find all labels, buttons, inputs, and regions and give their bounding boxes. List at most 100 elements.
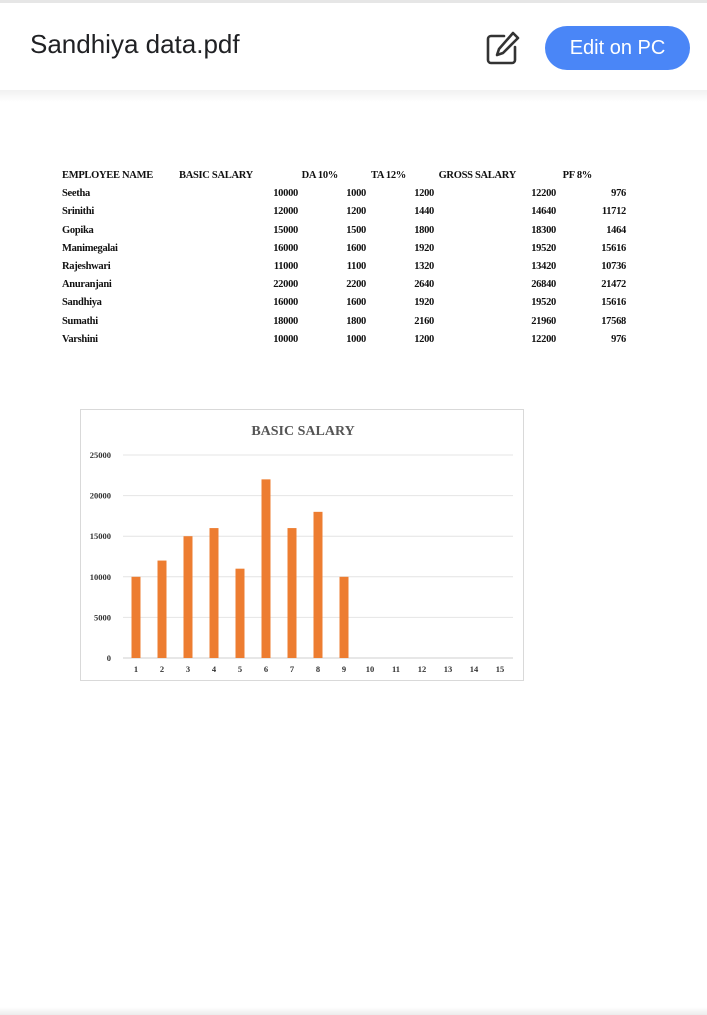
cell-da: 1500 — [346, 224, 366, 236]
x-tick-label: 11 — [392, 664, 400, 674]
cell-basic-salary: 16000 — [273, 242, 298, 254]
bar-6 — [261, 479, 271, 658]
x-tick-label: 13 — [444, 664, 453, 674]
cell-pf: 976 — [611, 333, 626, 345]
cell-name: Sumathi — [62, 315, 98, 327]
cell-da: 1600 — [346, 297, 366, 309]
cell-pf: 976 — [611, 188, 626, 200]
bar-9 — [339, 576, 349, 658]
cell-gross-salary: 26840 — [531, 279, 556, 291]
x-tick-label: 12 — [418, 664, 427, 674]
cell-ta: 1800 — [414, 224, 434, 236]
cell-pf: 1464 — [606, 224, 626, 236]
top-bar: Sandhiya data.pdf Edit on PC — [0, 0, 707, 90]
header-ta: TA 12% — [370, 170, 406, 181]
cell-pf: 10736 — [601, 260, 626, 272]
y-tick-label: 5000 — [94, 612, 111, 622]
table-row: Srinithi 12000 1200 1440 14640 11712 — [62, 206, 632, 224]
table-row: Rajeshwari 11000 1100 1320 13420 10736 — [62, 261, 632, 279]
chart-title: BASIC SALARY — [251, 424, 354, 439]
bar-2 — [157, 560, 167, 658]
x-tick-label: 4 — [212, 664, 217, 674]
x-tick-label: 3 — [186, 664, 190, 674]
table-body: Seetha 10000 1000 1200 12200 976 Srinithi 12000… — [62, 188, 632, 352]
cell-pf: 17568 — [601, 315, 626, 327]
cell-gross-salary: 12200 — [531, 333, 556, 345]
cell-pf: 11712 — [601, 206, 626, 218]
y-tick-label: 20000 — [90, 491, 111, 501]
cell-name: Anuranjani — [62, 279, 112, 291]
cell-gross-salary: 19520 — [531, 297, 556, 309]
cell-basic-salary: 10000 — [273, 333, 298, 345]
cell-da: 1200 — [346, 206, 366, 218]
cell-ta: 1320 — [414, 260, 434, 272]
cell-ta: 1200 — [414, 188, 434, 200]
cell-gross-salary: 19520 — [531, 242, 556, 254]
cell-ta: 1920 — [414, 297, 434, 309]
x-tick-label: 7 — [290, 664, 295, 674]
cell-basic-salary: 11000 — [273, 260, 298, 272]
cell-basic-salary: 16000 — [273, 297, 298, 309]
cell-basic-salary: 12000 — [273, 206, 298, 218]
bar-4 — [209, 528, 219, 658]
x-tick-label: 5 — [238, 664, 242, 674]
cell-basic-salary: 22000 — [273, 279, 298, 291]
edit-pencil-icon[interactable] — [482, 28, 522, 68]
cell-basic-salary: 15000 — [273, 224, 298, 236]
bottom-edge — [0, 1007, 707, 1015]
header-gross-salary: GROSS SALARY — [438, 170, 517, 181]
basic-salary-chart: BASIC SALARY 0 5000 10000 15000 20000 25000 1 2 3… — [80, 409, 524, 681]
x-tick-label: 2 — [160, 664, 164, 674]
cell-gross-salary: 12200 — [531, 188, 556, 200]
cell-ta: 1440 — [414, 206, 434, 218]
cell-da: 1100 — [346, 260, 367, 272]
cell-gross-salary: 13420 — [531, 260, 556, 272]
cell-ta: 1920 — [414, 242, 434, 254]
header-divider — [0, 90, 707, 102]
x-tick-label: 1 — [134, 664, 138, 674]
table-row: Sumathi 18000 1800 2160 21960 17568 — [62, 316, 632, 334]
bar-8 — [313, 511, 323, 658]
cell-gross-salary: 21960 — [531, 315, 556, 327]
cell-da: 2200 — [346, 279, 366, 291]
header-employee-name: EMPLOYEE NAME — [62, 170, 153, 181]
table-row: Varshini 10000 1000 1200 12200 976 — [62, 334, 632, 352]
y-tick-label: 10000 — [90, 572, 111, 582]
salary-table: EMPLOYEE NAME BASIC SALARY DA 10% TA 12%… — [62, 170, 632, 352]
x-tick-label: 15 — [496, 664, 505, 674]
table-row: Gopika 15000 1500 1800 18300 1464 — [62, 225, 632, 243]
bar-1 — [131, 576, 141, 658]
cell-da: 1600 — [346, 242, 366, 254]
header-pf: PF 8% — [562, 170, 593, 181]
cell-name: Sandhiya — [62, 297, 102, 309]
table-header-row: EMPLOYEE NAME BASIC SALARY DA 10% TA 12%… — [62, 170, 632, 188]
cell-da: 1000 — [346, 188, 366, 200]
cell-name: Manimegalai — [62, 242, 118, 254]
cell-gross-salary: 18300 — [531, 224, 556, 236]
cell-name: Srinithi — [62, 206, 95, 218]
x-tick-label: 14 — [470, 664, 479, 674]
header-da: DA 10% — [301, 170, 339, 181]
bar-3 — [183, 536, 193, 658]
cell-basic-salary: 18000 — [273, 315, 298, 327]
cell-pf: 15616 — [601, 297, 626, 309]
document-title: Sandhiya data.pdf — [30, 29, 240, 59]
cell-name: Seetha — [62, 188, 90, 200]
cell-name: Rajeshwari — [62, 260, 111, 272]
x-tick-label: 6 — [264, 664, 268, 674]
header-basic-salary: BASIC SALARY — [179, 170, 253, 181]
pdf-page[interactable]: EMPLOYEE NAME BASIC SALARY DA 10% TA 12%… — [0, 102, 707, 1002]
y-tick-label: 15000 — [90, 531, 111, 541]
edit-on-pc-button[interactable]: Edit on PC — [545, 26, 690, 70]
y-tick-label: 25000 — [90, 450, 111, 460]
y-tick-label: 0 — [107, 653, 111, 663]
cell-ta: 2640 — [414, 279, 434, 291]
cell-name: Gopika — [62, 224, 94, 236]
cell-pf: 21472 — [601, 279, 626, 291]
cell-da: 1800 — [346, 315, 366, 327]
cell-gross-salary: 14640 — [531, 206, 556, 218]
bar-7 — [287, 528, 297, 658]
cell-da: 1000 — [346, 333, 366, 345]
table-row: Seetha 10000 1000 1200 12200 976 — [62, 188, 632, 206]
